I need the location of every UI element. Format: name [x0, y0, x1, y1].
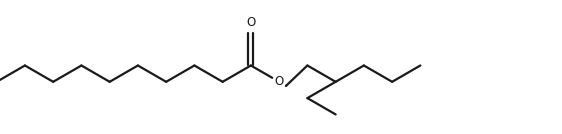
- Text: O: O: [246, 16, 256, 29]
- Text: O: O: [274, 75, 284, 88]
